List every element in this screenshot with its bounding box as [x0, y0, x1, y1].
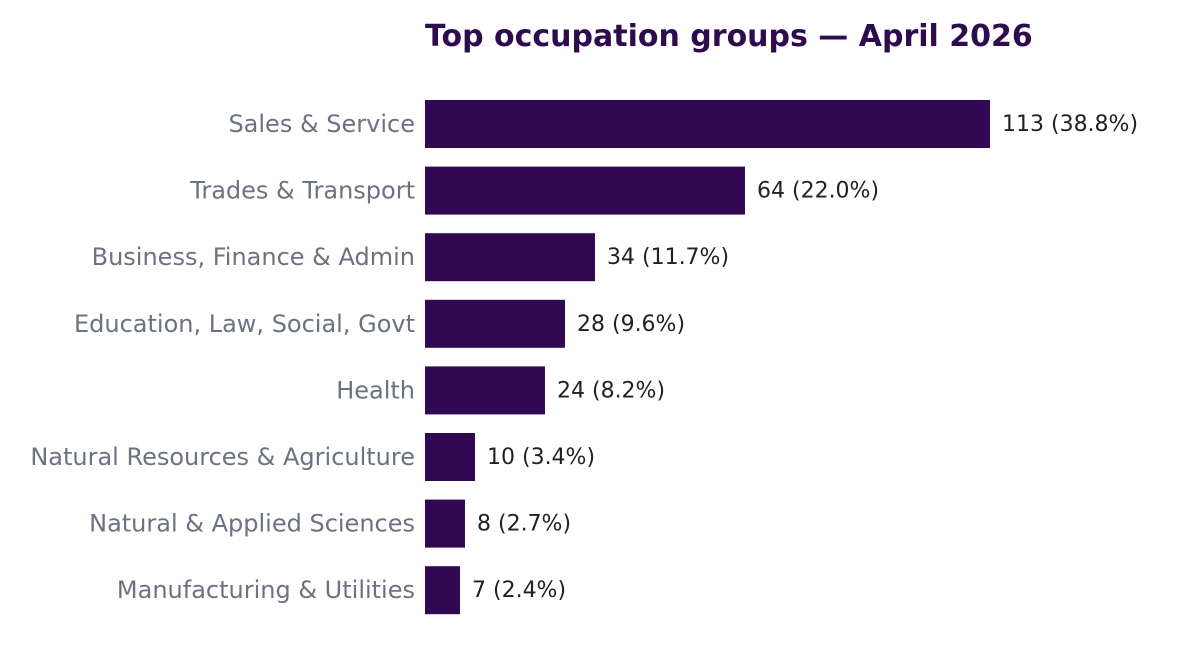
- value-label-4: 24 (8.2%): [557, 378, 665, 403]
- category-label-1: Trades & Transport: [189, 177, 415, 205]
- value-label-3: 28 (9.6%): [577, 312, 685, 337]
- value-label-0: 113 (38.8%): [1002, 112, 1138, 137]
- value-label-5: 10 (3.4%): [487, 445, 595, 470]
- value-label-1: 64 (22.0%): [757, 179, 879, 204]
- category-label-7: Manufacturing & Utilities: [117, 576, 415, 604]
- bar-4: [425, 366, 545, 415]
- value-label-7: 7 (2.4%): [472, 578, 566, 603]
- value-label-2: 34 (11.7%): [607, 245, 729, 270]
- bar-3: [425, 299, 565, 348]
- category-label-4: Health: [336, 376, 415, 404]
- category-label-0: Sales & Service: [228, 110, 415, 138]
- category-label-3: Education, Law, Social, Govt: [74, 310, 415, 338]
- bar-0: [425, 100, 990, 148]
- bar-1: [425, 166, 745, 215]
- bars: [425, 100, 990, 615]
- bar-5: [425, 433, 475, 481]
- value-label-6: 8 (2.7%): [477, 512, 571, 537]
- category-labels: Sales & Service Trades & Transport Busines…: [30, 110, 415, 604]
- chart-title: Top occupation groups — April 2026: [425, 19, 1033, 54]
- category-label-6: Natural & Applied Sciences: [89, 510, 415, 538]
- bar-2: [425, 233, 595, 282]
- category-label-5: Natural Resources & Agriculture: [30, 443, 415, 471]
- value-labels: 113 (38.8%) 64 (22.0%) 34 (11.7%) 28 (9.6%)…: [472, 112, 1138, 603]
- category-label-2: Business, Finance & Admin: [92, 243, 415, 271]
- bar-7: [425, 566, 460, 615]
- bar-6: [425, 499, 465, 548]
